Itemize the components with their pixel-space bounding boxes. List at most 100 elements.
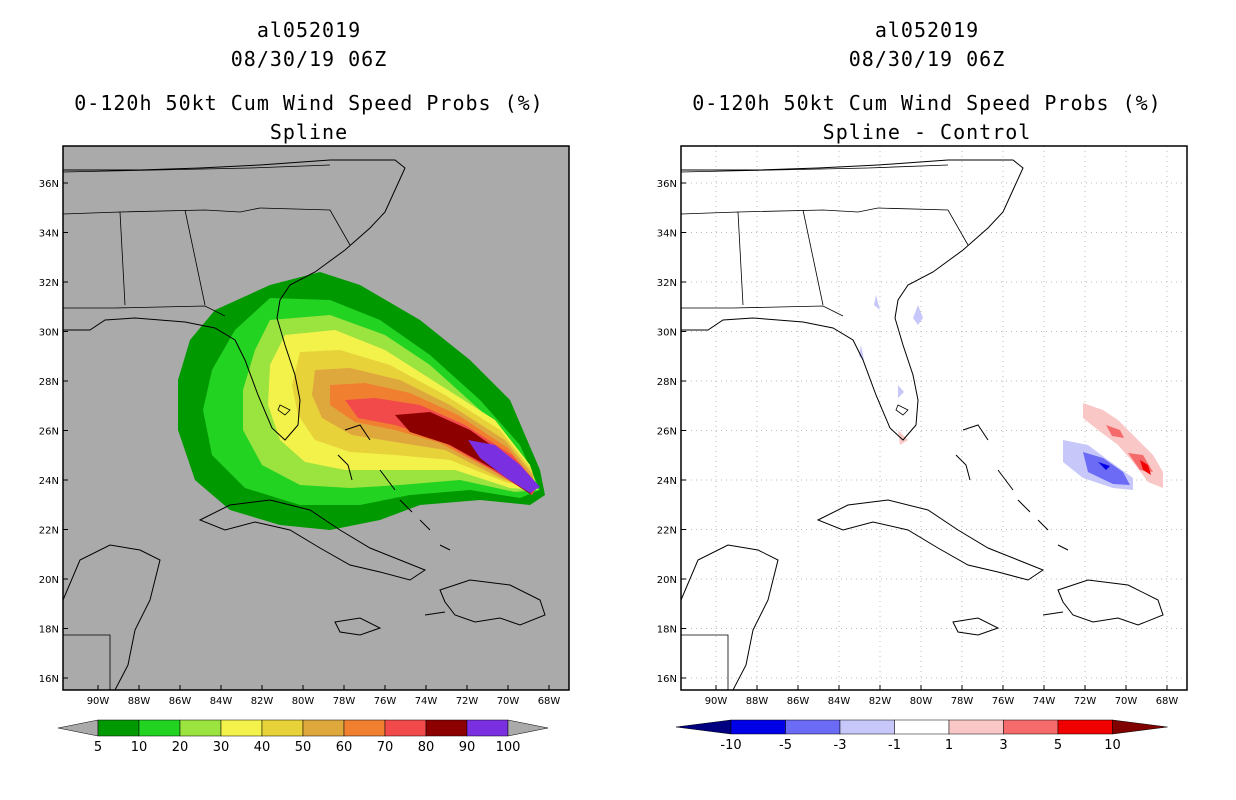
right-map-svg: 90W 88W 86W 84W 82W 80W 78W 76W 74W 72W 70W 68W 36N…	[657, 145, 1188, 753]
product-title: 0-120h 50kt Cum Wind Speed Probs (%)	[692, 91, 1162, 115]
colorbar-swatch	[839, 719, 895, 735]
lon-label: 72W	[456, 696, 479, 707]
lon-label: 86W	[787, 696, 810, 707]
lon-label: 76W	[374, 696, 397, 707]
colorbar-swatch	[97, 719, 140, 737]
lon-label: 86W	[169, 696, 192, 707]
lat-label: 20N	[657, 575, 677, 586]
colorbar: 5 10 20 30 40 50 60 70 80 90 100	[57, 719, 549, 755]
colorbar-label: 70	[377, 740, 394, 755]
lat-label: 34N	[39, 229, 59, 240]
colorbar-label: -5	[779, 738, 792, 753]
lon-label: 68W	[538, 696, 561, 707]
colorbar-label: 3	[999, 738, 1007, 753]
colorbar-label: 1	[945, 738, 953, 753]
lon-label: 70W	[1115, 696, 1138, 707]
lat-label: 30N	[657, 328, 677, 339]
colorbar-label: 100	[496, 740, 521, 755]
lat-label: 32N	[657, 278, 677, 289]
colorbar-label: 50	[295, 740, 312, 755]
colorbar-swatch	[1057, 719, 1113, 735]
contour-pos-3	[1106, 425, 1153, 472]
colorbar-swatch	[425, 719, 468, 737]
plot-border	[680, 145, 1188, 691]
lat-label: 20N	[39, 575, 59, 586]
longitude-labels: 90W 88W 86W 84W 82W 80W 78W 76W 74W 72W 70W 68W	[705, 685, 1178, 707]
colorbar-label: 40	[254, 740, 271, 755]
lat-label: 34N	[657, 229, 677, 240]
contour-pos-1	[898, 403, 1163, 488]
colorbar-end-left	[675, 719, 732, 735]
colorbar-label: 5	[94, 740, 102, 755]
colorbar-swatch	[948, 719, 1004, 735]
lat-label: 18N	[39, 625, 59, 636]
storm-id-title: al052019	[874, 18, 980, 42]
contour-neg-5	[1098, 462, 1110, 470]
colorbar-swatch	[894, 719, 950, 735]
colorbar-swatch	[343, 719, 386, 737]
lat-label: 22N	[657, 526, 677, 537]
lat-label: 16N	[39, 674, 59, 685]
colorbar-swatch	[302, 719, 345, 737]
colorbar-swatch	[138, 719, 181, 737]
lon-label: 74W	[415, 696, 438, 707]
latitude-labels: 36N 34N 32N 30N 28N 26N 24N 22N 20N 18N 16N	[657, 179, 686, 685]
colorbar-swatch	[179, 719, 222, 737]
lon-label: 78W	[951, 696, 974, 707]
lat-label: 32N	[39, 278, 59, 289]
colorbar-swatch	[220, 719, 263, 737]
lon-label: 82W	[869, 696, 892, 707]
datetime-title: 08/30/19 06Z	[230, 47, 388, 71]
lon-label: 84W	[210, 696, 233, 707]
lat-label: 36N	[657, 179, 677, 190]
lat-label: 24N	[39, 476, 59, 487]
lon-label: 88W	[746, 696, 769, 707]
contour-90	[468, 440, 540, 493]
colorbar-swatch	[1003, 719, 1059, 735]
lon-label: 74W	[1033, 696, 1056, 707]
storm-id-title: al052019	[256, 18, 362, 42]
colorbar-swatch	[466, 719, 509, 737]
contour-pos-5	[1140, 460, 1151, 475]
datetime-title: 08/30/19 06Z	[848, 47, 1006, 71]
grid-lines	[681, 146, 1187, 690]
colorbar-label: 20	[172, 740, 189, 755]
lon-label: 90W	[87, 696, 110, 707]
lat-label: 24N	[657, 476, 677, 487]
colorbar-swatch	[785, 719, 841, 735]
lat-label: 30N	[39, 328, 59, 339]
lon-label: 80W	[910, 696, 933, 707]
lon-label: 72W	[1074, 696, 1097, 707]
contour-70	[345, 398, 538, 495]
colorbar-label: 30	[213, 740, 230, 755]
colorbar: -10 -5 -3 -1 1 3 5 10	[675, 719, 1168, 753]
left-map-svg: 90W 88W 86W 84W 82W 80W 78W 76W 74W 72W 70W 68W 36N…	[39, 145, 570, 755]
subtitle: Spline - Control	[822, 120, 1032, 144]
colorbar-label: 10	[131, 740, 148, 755]
product-title: 0-120h 50kt Cum Wind Speed Probs (%)	[74, 91, 544, 115]
subtitle: Spline	[269, 120, 349, 144]
colorbar-label: -3	[834, 738, 847, 753]
colorbar-label: 60	[336, 740, 353, 755]
lon-label: 88W	[128, 696, 151, 707]
lat-label: 26N	[39, 427, 59, 438]
colorbar-swatch	[261, 719, 304, 737]
lon-label: 90W	[705, 696, 728, 707]
lat-label: 28N	[39, 377, 59, 388]
lat-label: 28N	[657, 377, 677, 388]
lon-label: 70W	[497, 696, 520, 707]
lon-label: 78W	[333, 696, 356, 707]
colorbar-end-right	[507, 719, 549, 737]
lat-label: 16N	[657, 674, 677, 685]
colorbar-swatch	[730, 719, 786, 735]
left-panel: al052019 08/30/19 06Z 0-120h 50kt Cum Wi…	[39, 18, 570, 755]
colorbar-label: 10	[1104, 738, 1121, 753]
colorbar-end-left	[57, 719, 99, 737]
plot-border	[62, 145, 570, 691]
lon-label: 82W	[251, 696, 274, 707]
colorbar-end-right	[1112, 719, 1168, 735]
probability-contours	[178, 272, 545, 530]
lat-label: 26N	[657, 427, 677, 438]
colorbar-label: 5	[1054, 738, 1062, 753]
lat-label: 36N	[39, 179, 59, 190]
